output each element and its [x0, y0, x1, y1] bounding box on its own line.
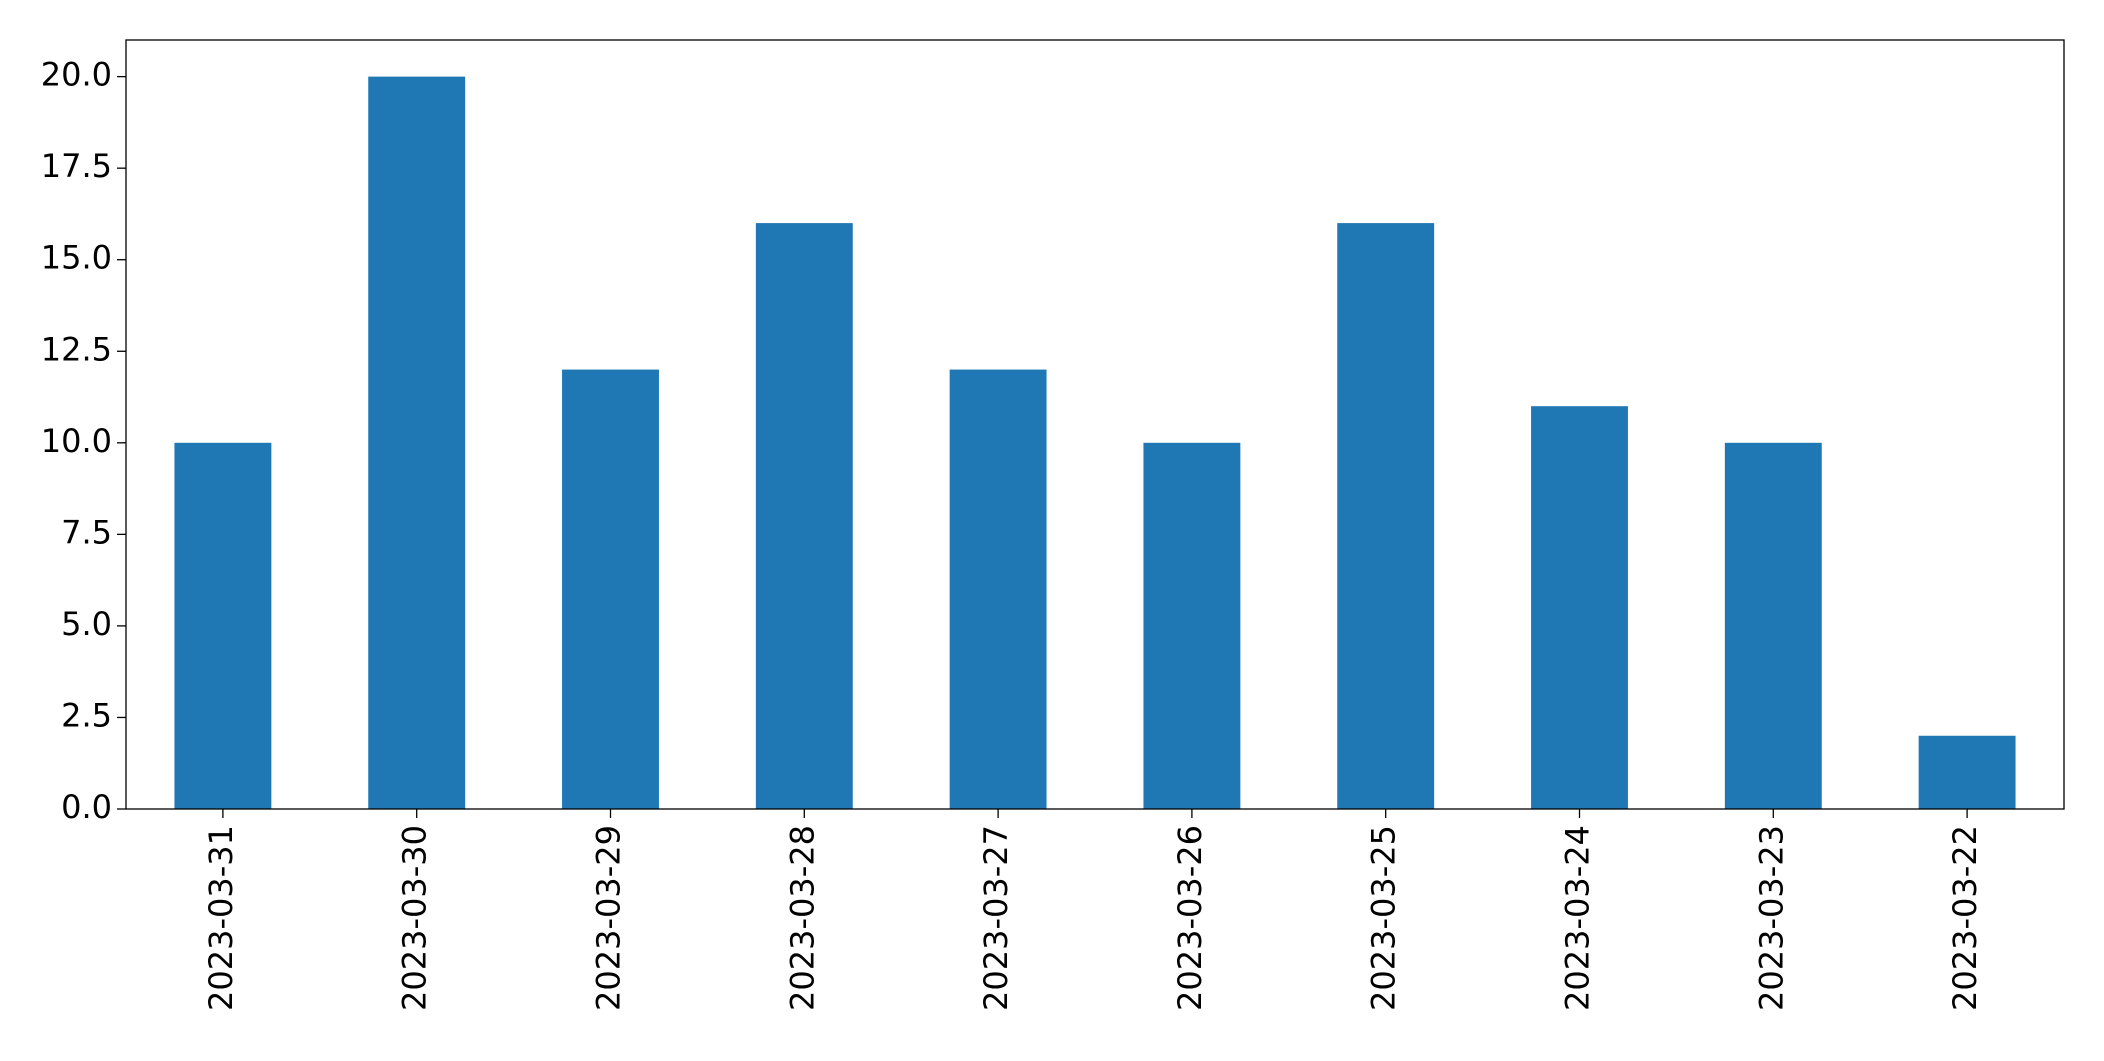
x-tick-label: 2023-03-23	[1752, 825, 1790, 1011]
bar	[368, 76, 466, 810]
x-tick-label: 2023-03-24	[1559, 825, 1597, 1011]
y-tick-label: 10.0	[41, 422, 112, 460]
bar	[1918, 735, 2016, 809]
y-tick-label: 5.0	[61, 605, 112, 643]
y-tick-label: 20.0	[41, 56, 112, 94]
x-tick-label: 2023-03-28	[783, 825, 821, 1011]
bar	[562, 369, 659, 809]
bar	[1143, 442, 1241, 809]
y-tick-label: 17.5	[41, 147, 112, 185]
x-tick-label: 2023-03-22	[1946, 825, 1984, 1011]
y-tick-label: 7.5	[61, 513, 112, 551]
y-tick-label: 12.5	[41, 330, 112, 368]
y-tick-label: 2.5	[61, 696, 112, 734]
y-tick-label: 0.0	[61, 788, 112, 826]
bar	[949, 369, 1047, 809]
bar	[174, 442, 272, 809]
bar	[1337, 223, 1435, 810]
x-tick-label: 2023-03-27	[977, 825, 1015, 1011]
x-tick-label: 2023-03-30	[396, 825, 434, 1011]
x-tick-label: 2023-03-25	[1365, 825, 1403, 1011]
bar	[1724, 442, 1822, 809]
y-tick-label: 15.0	[41, 239, 112, 277]
x-tick-label: 2023-03-26	[1171, 825, 1209, 1011]
plot-frame	[125, 39, 2065, 810]
x-tick-label: 2023-03-29	[590, 825, 628, 1011]
bar	[755, 223, 853, 810]
bar	[1531, 406, 1628, 809]
x-tick-label: 2023-03-31	[202, 825, 240, 1011]
